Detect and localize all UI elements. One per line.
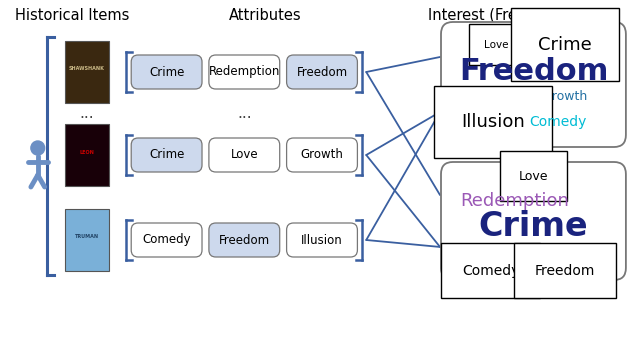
- FancyBboxPatch shape: [287, 55, 357, 89]
- Text: Freedom: Freedom: [459, 57, 608, 86]
- Text: Freedom: Freedom: [296, 66, 348, 79]
- Text: Redemption: Redemption: [463, 90, 534, 103]
- Text: Growth: Growth: [301, 149, 344, 162]
- Text: Comedy: Comedy: [142, 234, 191, 246]
- FancyBboxPatch shape: [131, 55, 202, 89]
- Text: Illusion: Illusion: [301, 234, 343, 246]
- Text: Crime: Crime: [149, 66, 184, 79]
- Text: Crime: Crime: [149, 149, 184, 162]
- Text: Redemption: Redemption: [461, 192, 570, 210]
- FancyBboxPatch shape: [441, 22, 626, 147]
- Text: Historical Items: Historical Items: [15, 8, 129, 23]
- FancyBboxPatch shape: [209, 55, 280, 89]
- Text: Interest (Freedom, Crime): Interest (Freedom, Crime): [428, 8, 617, 23]
- Text: Love: Love: [484, 39, 509, 50]
- FancyBboxPatch shape: [287, 223, 357, 257]
- Text: LEON: LEON: [79, 150, 94, 154]
- FancyBboxPatch shape: [209, 223, 280, 257]
- Text: Freedom: Freedom: [534, 264, 595, 277]
- Text: Freedom: Freedom: [219, 234, 270, 246]
- FancyBboxPatch shape: [131, 138, 202, 172]
- Text: ...: ...: [237, 106, 252, 121]
- Text: SHAWSHANK: SHAWSHANK: [69, 67, 105, 71]
- Text: Growth: Growth: [542, 90, 588, 103]
- Text: ...: ...: [79, 106, 94, 121]
- Text: Redemption: Redemption: [209, 66, 280, 79]
- Text: Love: Love: [518, 170, 548, 183]
- Circle shape: [31, 141, 45, 155]
- Text: Growth: Growth: [538, 251, 578, 261]
- Text: Illusion: Illusion: [461, 113, 525, 131]
- Text: Love: Love: [230, 149, 258, 162]
- Text: TRUMAN: TRUMAN: [75, 235, 99, 239]
- Text: Illusion: Illusion: [476, 252, 506, 261]
- Text: Comedy: Comedy: [529, 115, 586, 129]
- FancyBboxPatch shape: [131, 223, 202, 257]
- Text: Crime: Crime: [538, 35, 592, 53]
- Text: Crime: Crime: [479, 210, 588, 243]
- Bar: [65, 124, 109, 186]
- Bar: [65, 209, 109, 271]
- Text: Attributes: Attributes: [228, 8, 301, 23]
- FancyBboxPatch shape: [441, 162, 626, 280]
- FancyBboxPatch shape: [287, 138, 357, 172]
- FancyBboxPatch shape: [209, 138, 280, 172]
- Text: Comedy: Comedy: [462, 264, 520, 277]
- Bar: [65, 41, 109, 103]
